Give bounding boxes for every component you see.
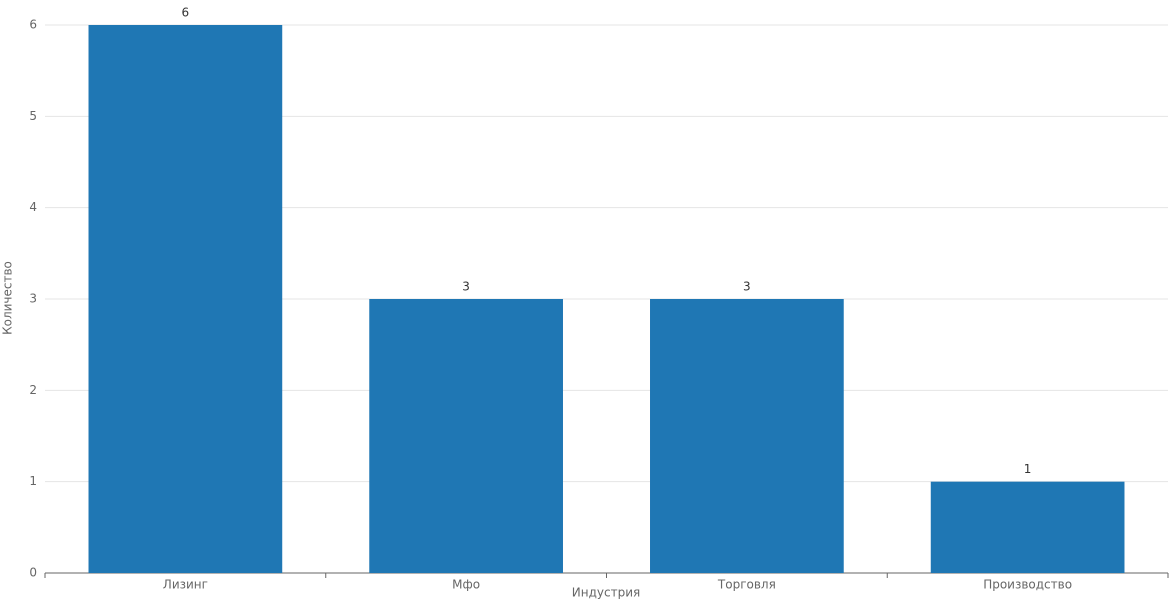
bar	[369, 299, 563, 573]
value-label: 6	[182, 6, 190, 20]
bar	[650, 299, 844, 573]
y-axis-title: Количество	[1, 261, 15, 335]
x-tick-label: Производство	[983, 578, 1072, 592]
y-tick-label: 3	[29, 292, 37, 306]
x-tick-label: Мфо	[452, 578, 480, 592]
y-tick-label: 5	[29, 109, 37, 123]
x-tick-label: Торговля	[717, 578, 776, 592]
value-label: 3	[462, 280, 470, 294]
value-label: 1	[1024, 462, 1032, 476]
y-tick-label: 0	[29, 566, 37, 580]
y-tick-label: 2	[29, 383, 37, 397]
bar	[88, 25, 283, 573]
value-label: 3	[743, 280, 751, 294]
x-axis-title: Индустрия	[572, 586, 640, 600]
x-tick-label: Лизинг	[163, 578, 208, 592]
bar	[930, 481, 1125, 573]
y-tick-label: 1	[29, 474, 37, 488]
y-tick-label: 4	[29, 200, 37, 214]
y-tick-label: 6	[29, 18, 37, 32]
